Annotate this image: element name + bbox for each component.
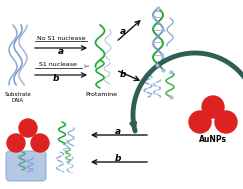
Circle shape [7, 134, 25, 152]
Text: No S1 nuclease: No S1 nuclease [37, 36, 85, 41]
Text: Substrate
DNA: Substrate DNA [5, 92, 31, 103]
FancyBboxPatch shape [6, 151, 46, 181]
Text: b: b [53, 74, 59, 83]
Text: b: b [120, 70, 126, 79]
Circle shape [189, 111, 211, 133]
Text: S1 nuclease: S1 nuclease [39, 62, 77, 67]
Text: a: a [120, 27, 126, 36]
Circle shape [19, 119, 37, 137]
Text: Protamine: Protamine [85, 92, 117, 97]
Circle shape [31, 134, 49, 152]
Text: ✂: ✂ [84, 64, 90, 70]
Circle shape [202, 96, 224, 118]
Text: a: a [58, 47, 64, 56]
Text: b: b [115, 154, 121, 163]
Text: a: a [115, 127, 121, 136]
Text: AuNPs: AuNPs [199, 135, 227, 144]
Circle shape [215, 111, 237, 133]
